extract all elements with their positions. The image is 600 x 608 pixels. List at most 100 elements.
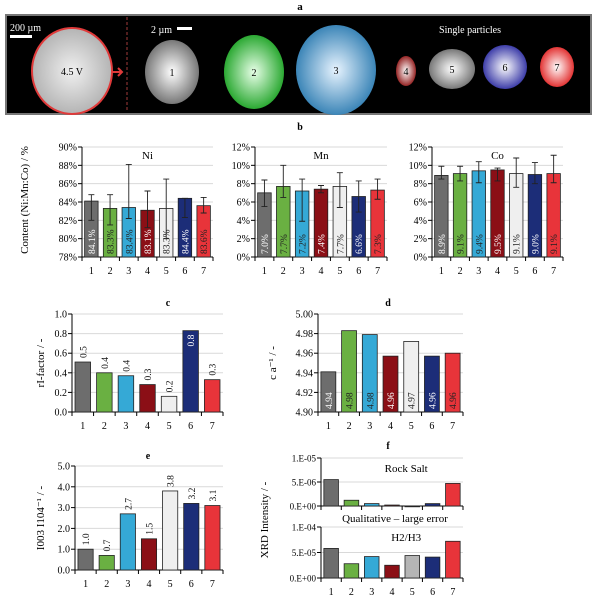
value-label: 7.7% (336, 234, 346, 254)
value-label: 83.4% (125, 229, 135, 254)
bar-5 (403, 341, 420, 413)
x-tick-label: 4 (145, 266, 150, 277)
value-label: 4.96 (428, 392, 438, 409)
error-bar (475, 161, 482, 184)
y-tick-label: 4.92 (296, 388, 314, 399)
value-label: 9.5% (494, 234, 504, 254)
value-label: 4.97 (408, 392, 418, 409)
y-tick-label: 4.90 (296, 408, 314, 419)
y-tick-label: 0.E+00 (290, 574, 317, 584)
y-tick-label: 5.0 (58, 462, 71, 473)
y-tick-label: 5.00 (296, 310, 314, 321)
value-label: 9.0% (531, 234, 541, 254)
particle-label: 4 (404, 67, 409, 78)
x-tick-label: 7 (450, 587, 455, 598)
error-bar (457, 165, 464, 182)
error-bar (299, 178, 306, 222)
particle-label: 5 (450, 65, 455, 76)
error-bar (355, 180, 362, 213)
y-tick-label: 4.96 (296, 349, 314, 360)
bar-3 (364, 503, 380, 507)
bar-4 (139, 384, 156, 413)
y-tick-label: 6% (237, 198, 250, 209)
chart-f-rocksalt: 0.E+00 5.E-06 1.E-05 Rock Salt Qualitative –… (259, 454, 464, 558)
x-tick-label: 3 (367, 421, 372, 432)
x-tick-label: 3 (476, 266, 481, 277)
y-tick-label: 10% (409, 161, 427, 172)
y-tick-label: 5.E-05 (292, 548, 317, 558)
panel-label-c: c (166, 298, 171, 309)
y-tick-label: 4.0 (58, 482, 71, 493)
bar-3 (361, 334, 378, 413)
particle-3 (296, 25, 376, 115)
bar-2 (98, 555, 115, 571)
panel-label-a: a (297, 1, 303, 13)
value-label: 84.1% (88, 229, 98, 254)
x-tick-label: 7 (375, 266, 380, 277)
bar-6 (424, 503, 441, 507)
x-tick-label: 7 (210, 579, 215, 590)
error-bar (200, 196, 207, 214)
particle-label: 1 (170, 68, 175, 79)
bar-1 (74, 361, 91, 413)
y-axis-title: c a⁻¹ / - (267, 346, 279, 380)
bar-5 (404, 555, 420, 579)
value-label: 4.98 (346, 392, 356, 409)
error-bar (107, 194, 114, 226)
bar-7 (445, 540, 461, 579)
x-tick-label: 4 (390, 587, 395, 598)
y-tick-label: 82% (59, 216, 77, 227)
value-label: 6.6% (355, 234, 365, 254)
bar-7 (445, 483, 461, 507)
y-axis-title: rI-factor / - (35, 338, 47, 387)
value-label: 0.2 (166, 380, 176, 392)
x-tick-label: 4 (145, 421, 150, 432)
value-label: 4.94 (325, 392, 335, 409)
bar-7 (204, 505, 221, 571)
y-tick-label: 78% (59, 253, 77, 264)
bar-3 (117, 375, 135, 413)
value-label: 8.9% (438, 234, 448, 254)
error-bar (550, 154, 557, 184)
y-tick-label: 86% (59, 179, 77, 190)
value-label: 4.96 (387, 392, 397, 409)
x-tick-label: 2 (347, 421, 352, 432)
bar-1 (77, 548, 94, 571)
error-bar (374, 178, 381, 200)
bar-6 (183, 503, 200, 571)
value-label: 83.3% (107, 229, 117, 254)
error-bar (144, 190, 151, 229)
y-tick-label: 90% (59, 143, 77, 154)
y-tick-label: 8% (414, 179, 427, 190)
y-tick-label: 0.2 (55, 388, 68, 399)
particle-5 (429, 49, 475, 89)
x-tick-label: 7 (201, 266, 206, 277)
y-tick-label: 0.0 (55, 408, 68, 419)
bar-6 (424, 556, 441, 579)
chart-b-ni: 78% 80% 82% 84% 86% 88% 90% 1 84.1% 2 83.3% 3 83.4% 4… (19, 143, 214, 277)
error-bar (280, 164, 287, 198)
y-tick-label: 1.0 (58, 545, 71, 556)
chart-title: Co (491, 150, 504, 162)
x-tick-label: 6 (430, 587, 435, 598)
chart-title: Mn (313, 150, 329, 162)
chart-f-h2h3: 0.E+00 5.E-05 1.E-04 1 2 3 4 5 6 7 H2/H3 (290, 523, 464, 598)
y-tick-label: 4% (237, 216, 250, 227)
x-tick-label: 7 (450, 421, 455, 432)
y-tick-label: 0% (237, 253, 250, 264)
panel-label-f: f (386, 441, 390, 452)
error-bar (125, 163, 132, 219)
x-tick-label: 6 (429, 421, 434, 432)
bar-1 (323, 548, 339, 579)
particle-label: 6 (503, 63, 508, 74)
x-tick-label: 1 (80, 421, 85, 432)
error-bar (163, 178, 170, 240)
y-tick-label: 80% (59, 234, 77, 245)
particle-label: 3 (334, 66, 339, 77)
bar-3 (119, 513, 136, 571)
y-tick-label: 0% (414, 253, 427, 264)
voltage-label: 4.5 V (61, 67, 84, 78)
chart-title: Ni (142, 150, 153, 162)
y-tick-label: 2% (237, 234, 250, 245)
value-label: 3.2 (188, 487, 198, 499)
